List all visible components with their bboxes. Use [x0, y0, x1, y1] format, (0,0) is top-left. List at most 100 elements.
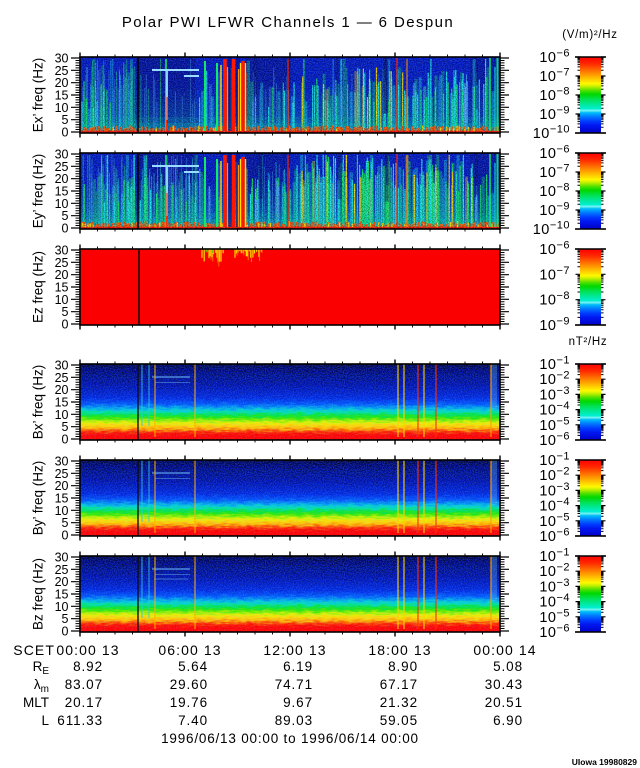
svg-text:10−1: 10−1 — [539, 451, 570, 470]
svg-text:15: 15 — [55, 492, 69, 506]
svg-text:Bx’ freq (Hz): Bx’ freq (Hz) — [31, 365, 46, 440]
svg-text:30: 30 — [55, 52, 69, 66]
svg-text:0: 0 — [62, 625, 69, 639]
svg-text:18:00 13: 18:00 13 — [368, 642, 431, 658]
svg-text:Bz freq (Hz): Bz freq (Hz) — [31, 558, 46, 630]
svg-text:5: 5 — [62, 305, 69, 319]
svg-text:10: 10 — [55, 504, 69, 518]
svg-text:λm: λm — [34, 677, 49, 695]
svg-text:74.71: 74.71 — [275, 677, 313, 692]
svg-text:30: 30 — [55, 455, 69, 469]
svg-text:10: 10 — [55, 101, 69, 115]
svg-text:59.05: 59.05 — [380, 713, 418, 728]
svg-text:10−6: 10−6 — [539, 48, 570, 67]
svg-text:SCET: SCET — [13, 642, 55, 658]
svg-text:10−3: 10−3 — [539, 481, 570, 500]
svg-text:5.08: 5.08 — [493, 659, 523, 674]
svg-text:(V/m)²/Hz: (V/m)²/Hz — [562, 29, 617, 41]
svg-text:Polar PWI LFWR Channels 1 — 6: Polar PWI LFWR Channels 1 — 6 Despun — [122, 14, 454, 31]
svg-text:6.90: 6.90 — [493, 713, 523, 728]
svg-text:10−6: 10−6 — [539, 527, 570, 546]
svg-text:10−4: 10−4 — [539, 400, 570, 419]
svg-text:10−8: 10−8 — [539, 290, 570, 309]
svg-text:10−5: 10−5 — [539, 415, 570, 434]
svg-text:10: 10 — [55, 197, 69, 211]
svg-text:10−9: 10−9 — [539, 316, 570, 335]
svg-text:10−8: 10−8 — [539, 182, 570, 201]
svg-text:5: 5 — [62, 420, 69, 434]
svg-text:10−2: 10−2 — [539, 370, 570, 389]
svg-text:5: 5 — [62, 612, 69, 626]
svg-text:15: 15 — [55, 185, 69, 199]
svg-text:10−6: 10−6 — [539, 144, 570, 163]
svg-text:MLT: MLT — [23, 695, 49, 710]
svg-text:10−9: 10−9 — [539, 201, 570, 220]
svg-text:8.92: 8.92 — [73, 659, 103, 674]
svg-text:20.17: 20.17 — [65, 695, 103, 710]
svg-text:10−1: 10−1 — [539, 547, 570, 566]
svg-text:10: 10 — [55, 293, 69, 307]
svg-text:10−2: 10−2 — [539, 562, 570, 581]
svg-text:30: 30 — [55, 359, 69, 373]
svg-text:29.60: 29.60 — [170, 677, 208, 692]
svg-text:20.51: 20.51 — [485, 695, 523, 710]
svg-text:0: 0 — [62, 529, 69, 543]
svg-text:25: 25 — [55, 467, 69, 481]
svg-text:15: 15 — [55, 281, 69, 295]
svg-text:25: 25 — [55, 563, 69, 577]
svg-text:10−2: 10−2 — [539, 466, 570, 485]
svg-text:Ez freq (Hz): Ez freq (Hz) — [31, 251, 46, 323]
svg-text:0: 0 — [62, 126, 69, 140]
svg-text:611.33: 611.33 — [57, 713, 103, 728]
svg-text:10−6: 10−6 — [539, 623, 570, 642]
svg-text:0: 0 — [62, 222, 69, 236]
svg-text:9.67: 9.67 — [283, 695, 313, 710]
svg-text:67.17: 67.17 — [380, 677, 418, 692]
svg-text:Ex’ freq (Hz): Ex’ freq (Hz) — [31, 58, 46, 133]
svg-text:30: 30 — [55, 148, 69, 162]
svg-text:89.03: 89.03 — [275, 713, 313, 728]
svg-text:10−5: 10−5 — [539, 511, 570, 530]
svg-text:30: 30 — [55, 244, 69, 258]
svg-text:15: 15 — [55, 396, 69, 410]
svg-text:L: L — [41, 713, 49, 728]
svg-text:00:00 14: 00:00 14 — [473, 642, 536, 658]
svg-text:00:00 13: 00:00 13 — [56, 642, 119, 658]
svg-text:15: 15 — [55, 89, 69, 103]
svg-text:10: 10 — [55, 600, 69, 614]
svg-text:6.19: 6.19 — [283, 659, 313, 674]
svg-text:10−9: 10−9 — [539, 105, 570, 124]
svg-text:10−4: 10−4 — [539, 592, 570, 611]
svg-text:10−3: 10−3 — [539, 577, 570, 596]
svg-text:10−3: 10−3 — [539, 385, 570, 404]
svg-text:8.90: 8.90 — [388, 659, 418, 674]
svg-text:19.76: 19.76 — [170, 695, 208, 710]
svg-text:10−6: 10−6 — [539, 431, 570, 450]
svg-text:10−7: 10−7 — [539, 67, 570, 86]
svg-text:20: 20 — [55, 76, 69, 90]
svg-text:30: 30 — [55, 551, 69, 565]
svg-text:0: 0 — [62, 433, 69, 447]
svg-text:10−8: 10−8 — [539, 86, 570, 105]
svg-text:10−10: 10−10 — [533, 124, 570, 143]
svg-text:7.40: 7.40 — [178, 713, 208, 728]
svg-text:20: 20 — [55, 383, 69, 397]
svg-text:25: 25 — [55, 256, 69, 270]
svg-text:25: 25 — [55, 371, 69, 385]
svg-text:10−4: 10−4 — [539, 496, 570, 514]
svg-text:10−7: 10−7 — [539, 163, 570, 182]
svg-text:0: 0 — [62, 318, 69, 332]
svg-text:1996/06/13 00:00 to 1996/06/14: 1996/06/13 00:00 to 1996/06/14 00:00 — [161, 731, 419, 746]
svg-text:10−1: 10−1 — [539, 355, 570, 374]
svg-text:5.64: 5.64 — [178, 659, 208, 674]
svg-text:5: 5 — [62, 209, 69, 223]
svg-text:10: 10 — [55, 408, 69, 422]
svg-text:06:00 13: 06:00 13 — [158, 642, 221, 658]
svg-text:Ey’ freq (Hz): Ey’ freq (Hz) — [31, 154, 46, 229]
svg-text:20: 20 — [55, 268, 69, 282]
svg-text:10−7: 10−7 — [539, 265, 570, 284]
svg-text:21.32: 21.32 — [380, 695, 418, 710]
svg-text:12:00 13: 12:00 13 — [263, 642, 326, 658]
svg-text:10−6: 10−6 — [539, 240, 570, 259]
svg-text:10−5: 10−5 — [539, 607, 570, 626]
